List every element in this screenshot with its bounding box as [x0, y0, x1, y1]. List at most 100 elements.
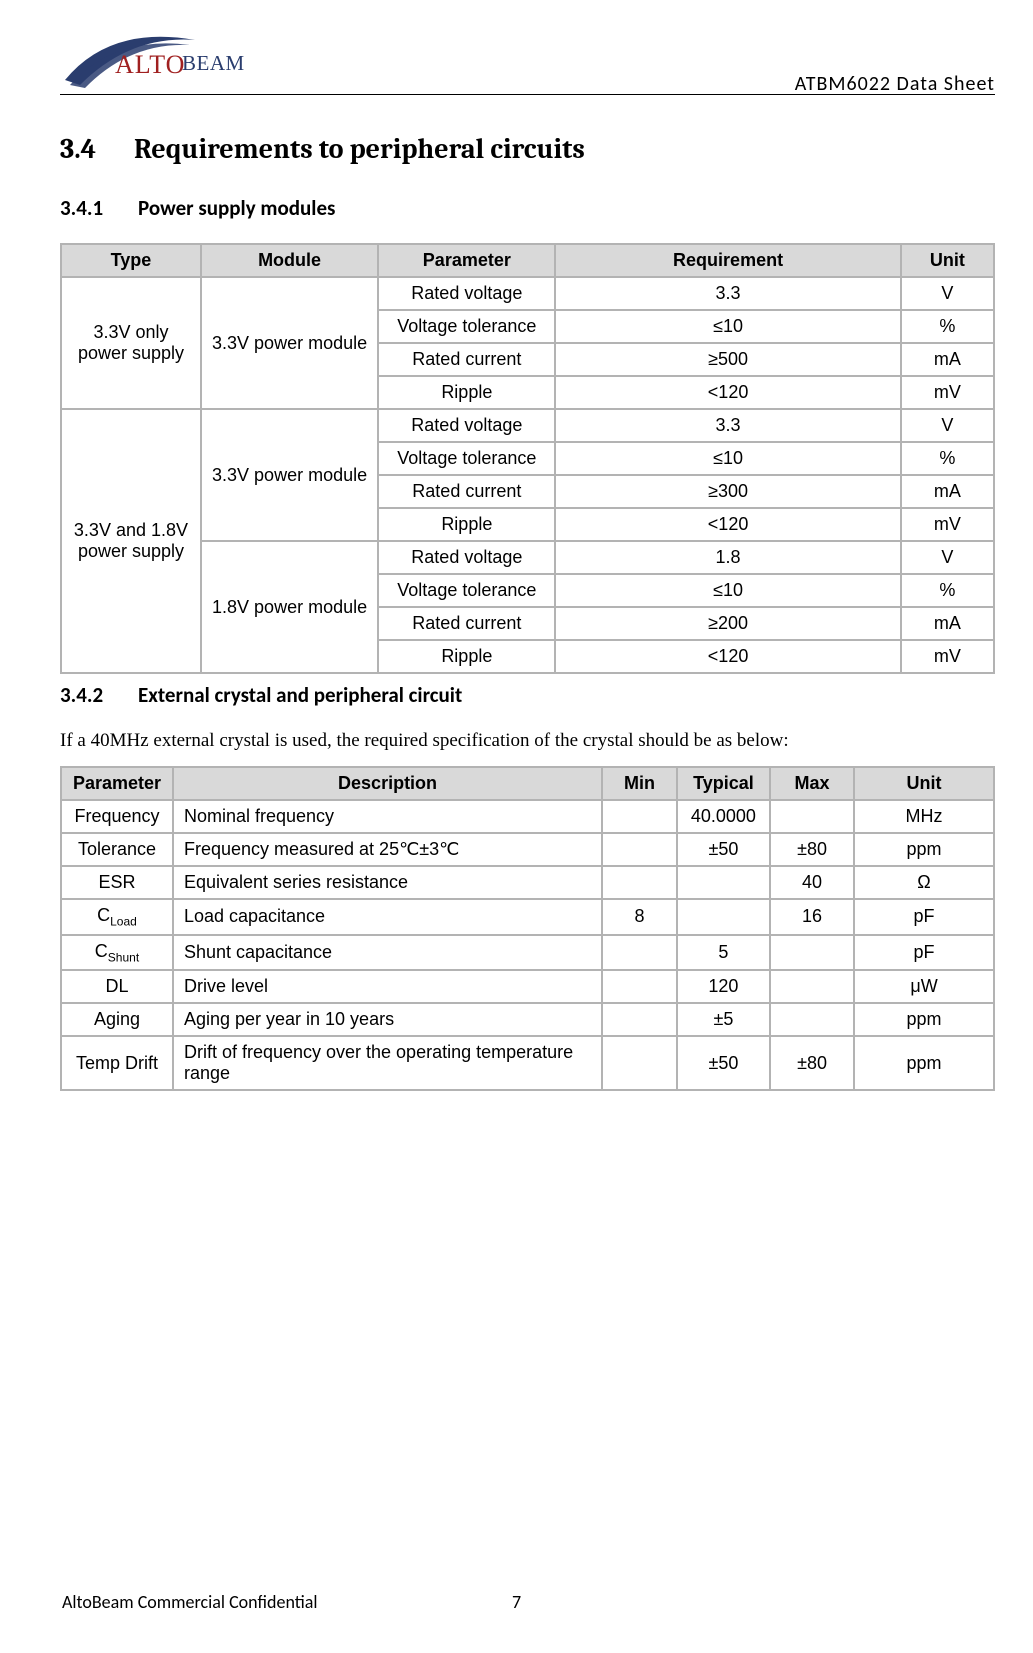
table-row: ESREquivalent series resistance40Ω [61, 866, 994, 899]
parameter-cell: CLoad [61, 899, 173, 935]
max-cell: 40 [770, 866, 854, 899]
requirement-cell: 3.3 [555, 409, 900, 442]
unit-cell: MHz [854, 800, 994, 833]
doc-title: ATBM6022 Data Sheet [795, 72, 995, 96]
footer-page-number: 7 [0, 1591, 1033, 1613]
max-cell [770, 800, 854, 833]
unit-cell: Ω [854, 866, 994, 899]
table-row: 3.3V only power supply3.3V power moduleR… [61, 277, 994, 310]
typical-cell: ±50 [677, 1036, 770, 1090]
unit-cell: ppm [854, 1036, 994, 1090]
parameter-cell: Ripple [378, 508, 555, 541]
table-row: DLDrive level120μW [61, 970, 994, 1003]
unit-cell: V [901, 277, 994, 310]
min-cell [602, 970, 677, 1003]
parameter-cell: Tolerance [61, 833, 173, 866]
crystal-spec-table: ParameterDescriptionMinTypicalMaxUnitFre… [60, 766, 995, 1091]
min-cell [602, 1036, 677, 1090]
parameter-cell: Ripple [378, 640, 555, 673]
min-cell [602, 800, 677, 833]
table-header: Parameter [61, 767, 173, 800]
parameter-cell: Frequency [61, 800, 173, 833]
table-header: Description [173, 767, 602, 800]
module-cell: 1.8V power module [201, 541, 378, 673]
section-3-4-heading: 3.4Requirements to peripheral circuits [60, 133, 995, 165]
unit-cell: mV [901, 640, 994, 673]
requirement-cell: <120 [555, 508, 900, 541]
logo-text-alto: ALTO [115, 50, 185, 80]
parameter-cell: Rated current [378, 607, 555, 640]
unit-cell: mA [901, 343, 994, 376]
table-header: Max [770, 767, 854, 800]
parameter-cell: Ripple [378, 376, 555, 409]
requirement-cell: 1.8 [555, 541, 900, 574]
description-cell: Drive level [173, 970, 602, 1003]
parameter-cell: Rated voltage [378, 541, 555, 574]
typical-cell [677, 866, 770, 899]
section-3-4-2-heading: 3.4.2External crystal and peripheral cir… [60, 682, 995, 708]
table-row: Temp DriftDrift of frequency over the op… [61, 1036, 994, 1090]
unit-cell: mA [901, 475, 994, 508]
min-cell [602, 1003, 677, 1036]
section-number: 3.4 [60, 133, 134, 165]
parameter-cell: Rated voltage [378, 277, 555, 310]
requirement-cell: <120 [555, 376, 900, 409]
typical-cell: 120 [677, 970, 770, 1003]
parameter-cell: Rated current [378, 343, 555, 376]
parameter-cell: ESR [61, 866, 173, 899]
crystal-intro-text: If a 40MHz external crystal is used, the… [60, 730, 995, 752]
module-cell: 3.3V power module [201, 409, 378, 541]
table-header: Module [201, 244, 378, 277]
typical-cell: 40.0000 [677, 800, 770, 833]
table-header: Type [61, 244, 201, 277]
min-cell [602, 833, 677, 866]
parameter-cell: Voltage tolerance [378, 442, 555, 475]
min-cell: 8 [602, 899, 677, 935]
requirement-cell: ≤10 [555, 442, 900, 475]
logo: ALTO BEAM [60, 30, 290, 92]
description-cell: Shunt capacitance [173, 935, 602, 971]
subsection-number: 3.4.2 [60, 682, 138, 708]
requirement-cell: ≤10 [555, 310, 900, 343]
typical-cell: 5 [677, 935, 770, 971]
parameter-cell: Voltage tolerance [378, 574, 555, 607]
requirement-cell: ≥200 [555, 607, 900, 640]
description-cell: Load capacitance [173, 899, 602, 935]
description-cell: Drift of frequency over the operating te… [173, 1036, 602, 1090]
unit-cell: mV [901, 508, 994, 541]
typical-cell [677, 899, 770, 935]
table-header: Requirement [555, 244, 900, 277]
parameter-cell: Temp Drift [61, 1036, 173, 1090]
table-header: Min [602, 767, 677, 800]
page-header: ALTO BEAM ATBM6022 Data Sheet [60, 30, 995, 95]
min-cell [602, 866, 677, 899]
table-header: Unit [854, 767, 994, 800]
table-row: 1.8V power moduleRated voltage1.8V [61, 541, 994, 574]
requirement-cell: ≤10 [555, 574, 900, 607]
parameter-cell: CShunt [61, 935, 173, 971]
unit-cell: V [901, 541, 994, 574]
requirement-cell: <120 [555, 640, 900, 673]
table-row: ToleranceFrequency measured at 25℃±3℃ ±50… [61, 833, 994, 866]
unit-cell: ppm [854, 833, 994, 866]
max-cell [770, 935, 854, 971]
max-cell [770, 970, 854, 1003]
min-cell [602, 935, 677, 971]
max-cell [770, 1003, 854, 1036]
section-3-4-1-heading: 3.4.1Power supply modules [60, 195, 995, 221]
typical-cell: ±50 [677, 833, 770, 866]
description-cell: Frequency measured at 25℃±3℃ [173, 833, 602, 866]
max-cell: 16 [770, 899, 854, 935]
table-row: CShuntShunt capacitance5pF [61, 935, 994, 971]
parameter-cell: Rated current [378, 475, 555, 508]
unit-cell: pF [854, 899, 994, 935]
requirement-cell: ≥500 [555, 343, 900, 376]
type-cell: 3.3V only power supply [61, 277, 201, 409]
table-row: FrequencyNominal frequency40.0000MHz [61, 800, 994, 833]
parameter-cell: Voltage tolerance [378, 310, 555, 343]
unit-cell: mV [901, 376, 994, 409]
max-cell: ±80 [770, 1036, 854, 1090]
requirement-cell: ≥300 [555, 475, 900, 508]
table-row: AgingAging per year in 10 years±5ppm [61, 1003, 994, 1036]
table-row: 3.3V and 1.8V power supply3.3V power mod… [61, 409, 994, 442]
